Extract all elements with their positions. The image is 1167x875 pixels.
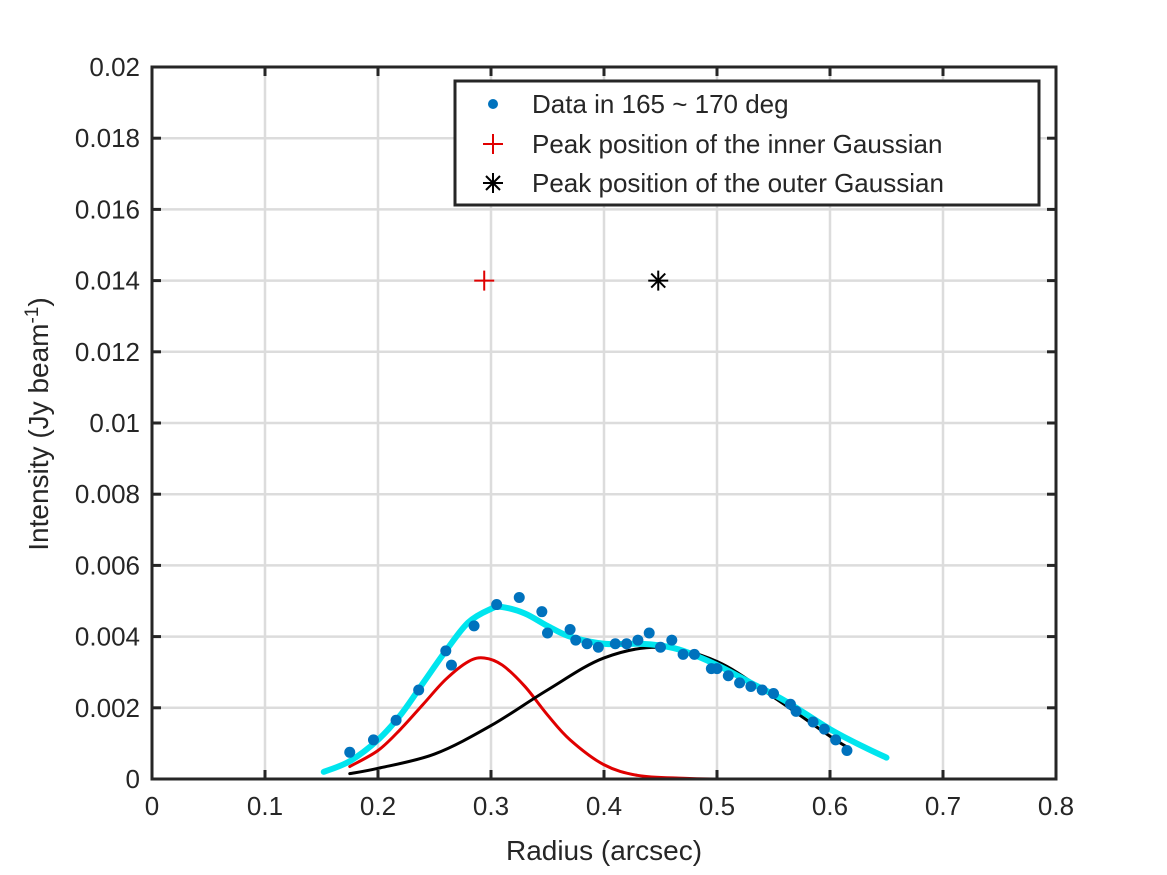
y-tick-label: 0.014 [75, 266, 140, 296]
y-tick-label: 0.008 [75, 479, 140, 509]
data-point [564, 623, 576, 635]
data-point [367, 734, 379, 746]
x-tick-label: 0.4 [586, 791, 622, 821]
data-point [666, 634, 678, 646]
legend-label-data: Data in 165 ~ 170 deg [532, 89, 789, 119]
y-tick-label: 0 [126, 764, 140, 794]
x-tick-label: 0.7 [925, 791, 961, 821]
data-point [830, 734, 842, 746]
data-point [390, 714, 402, 726]
x-tick-label: 0.1 [247, 791, 283, 821]
y-tick-label: 0.02 [89, 52, 140, 82]
data-point [745, 680, 757, 692]
data-point [711, 663, 723, 675]
data-point [677, 648, 689, 660]
data-point [734, 677, 746, 689]
peak-markers [474, 270, 669, 291]
data-point [581, 638, 593, 650]
data-point [592, 641, 604, 653]
data-point [768, 688, 779, 700]
data-point [536, 606, 548, 618]
x-tick-label: 0.8 [1038, 791, 1074, 821]
legend-box [453, 79, 1041, 207]
data-point [609, 638, 621, 650]
y-tick-label: 0.002 [75, 693, 140, 723]
data-point [468, 620, 480, 632]
y-tick-label: 0.016 [75, 194, 140, 224]
data-point [790, 705, 802, 717]
data-point [445, 659, 457, 671]
x-tick-label: 0.2 [360, 791, 396, 821]
y-axis-title-main: Intensity (Jy beam [23, 324, 54, 551]
data-point [570, 634, 582, 646]
data-point [756, 684, 768, 696]
y-axis-title-suffix: ) [23, 297, 54, 306]
inner-peak-marker [474, 270, 495, 291]
data-point [440, 645, 452, 657]
legend-data-marker [488, 99, 498, 109]
x-tick-label: 0.3 [473, 791, 509, 821]
legend-label-outer-peak: Peak position of the outer Gaussian [532, 168, 944, 198]
data-points [344, 591, 853, 758]
y-tick-label: 0.006 [75, 550, 140, 580]
axes [150, 65, 1058, 781]
legend-label-inner-peak: Peak position of the inner Gaussian [532, 129, 942, 159]
data-point [621, 638, 633, 650]
x-tick-label: 0 [145, 791, 159, 821]
legend-asterisk-marker [483, 173, 503, 193]
y-tick-label: 0.004 [75, 622, 140, 652]
y-axis-title: Intensity (Jy beam-1) [22, 297, 54, 550]
data-point [413, 684, 425, 696]
data-point [491, 599, 503, 611]
x-tick-label: 0.6 [812, 791, 848, 821]
legend: Data in 165 ~ 170 deg Peak position of t… [453, 79, 1041, 207]
data-point [643, 627, 655, 639]
data-point [841, 745, 853, 757]
x-tick-label: 0.5 [699, 791, 735, 821]
outer-peak-marker-d2 [650, 272, 666, 289]
data-point [513, 591, 525, 603]
data-point [818, 723, 830, 735]
data-point [542, 627, 553, 639]
y-tick-label: 0.012 [75, 337, 140, 367]
data-point [807, 716, 819, 728]
data-point [722, 670, 734, 682]
y-tick-label: 0.01 [89, 408, 140, 438]
outer-peak-marker [648, 270, 669, 291]
data-point [632, 634, 644, 646]
x-axis-title: Radius (arcsec) [506, 835, 702, 866]
data-point [344, 746, 356, 758]
legend-plus-marker [483, 134, 503, 154]
y-axis-title-superscript: -1 [22, 307, 43, 324]
data-point [688, 648, 700, 660]
y-tick-label: 0.018 [75, 123, 140, 153]
data-point [655, 641, 666, 653]
tick-labels: 0 0.1 0.2 0.3 0.4 0.5 0.6 0.7 0.8 0 0.002 0.004 0.00… [75, 52, 1074, 821]
